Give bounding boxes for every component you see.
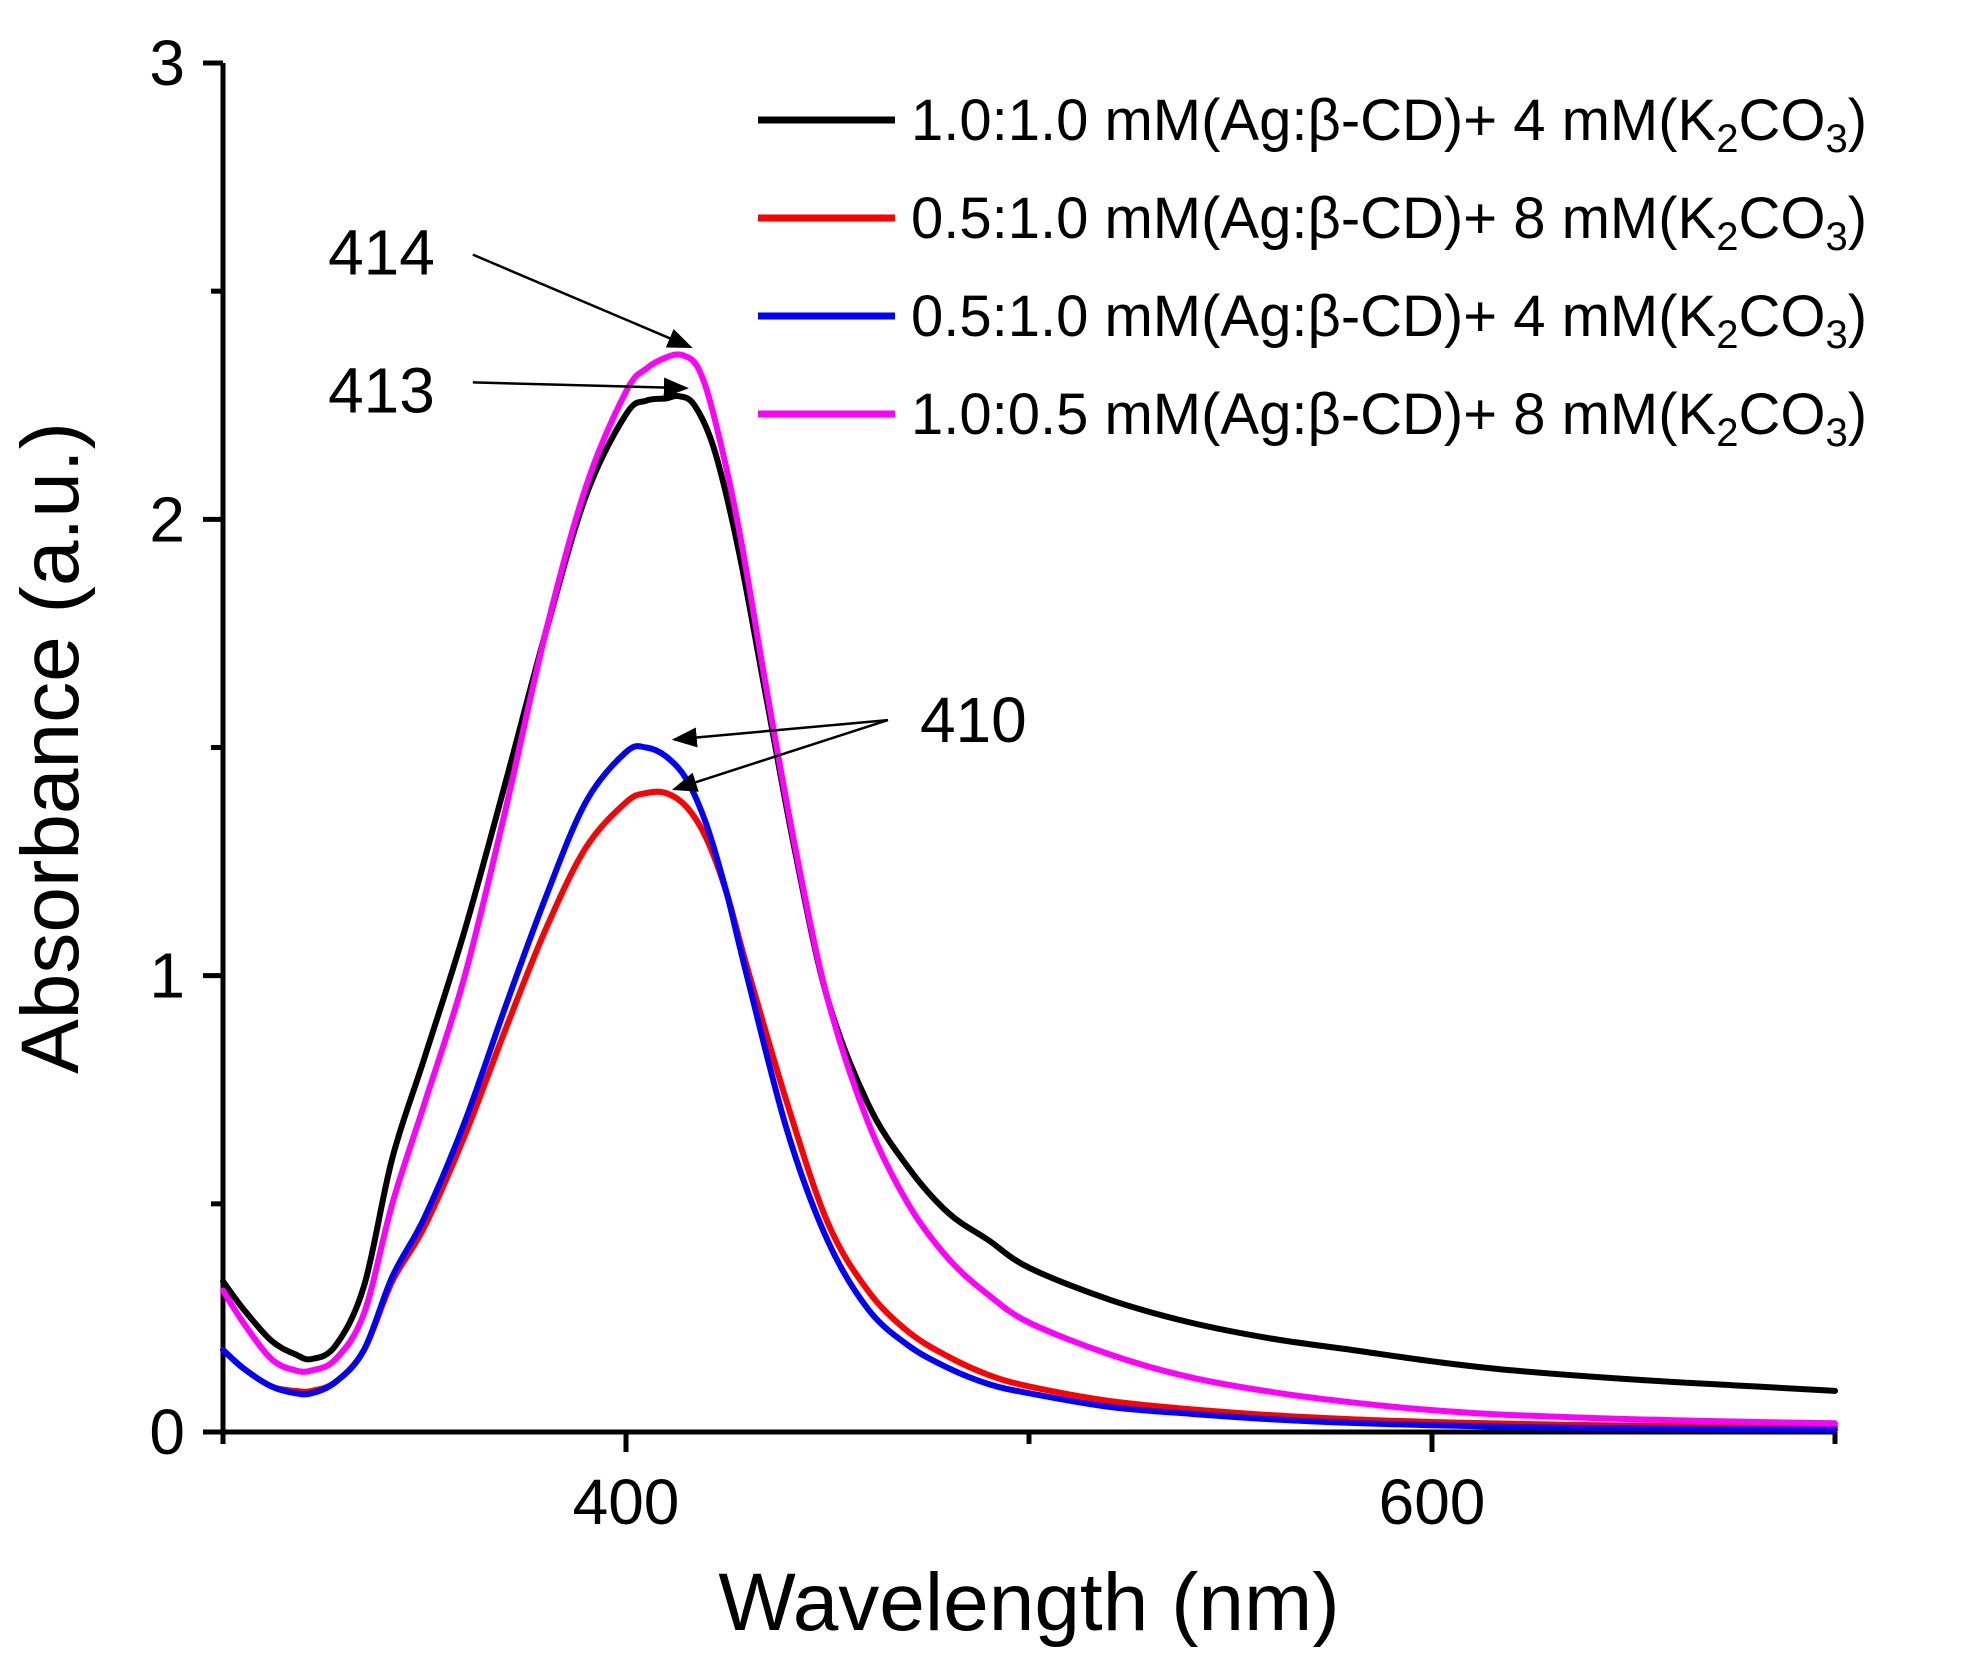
series-line-0 xyxy=(220,392,1838,1394)
legend-entry-1: 0.5:1.0 mM(Ag:β-CD)+ 8 mM(K2CO3) xyxy=(758,186,1867,259)
y-axis-title: Absorbance (a.u.) xyxy=(5,422,96,1074)
x-tick-label: 600 xyxy=(1379,1466,1486,1538)
legend-entry-0: 1.0:1.0 mM(Ag:β-CD)+ 4 mM(K2CO3) xyxy=(758,88,1867,161)
y-tick-label: 0 xyxy=(149,1396,185,1468)
legend: 1.0:1.0 mM(Ag:β-CD)+ 4 mM(K2CO3) 0.5:1.0… xyxy=(758,88,1867,455)
x-axis-title: Wavelength (nm) xyxy=(718,1557,1339,1648)
annotation-arrow xyxy=(472,253,693,349)
annotations: 414 413 410 xyxy=(328,217,1027,792)
legend-entry-3: 1.0:0.5 mM(Ag:β-CD)+ 8 mM(K2CO3) xyxy=(758,382,1867,455)
x-tick-label: 400 xyxy=(573,1466,680,1538)
annotation-arrow xyxy=(671,718,889,792)
series-line-3 xyxy=(220,351,1838,1427)
legend-label-3: 1.0:0.5 mM(Ag:β-CD)+ 8 mM(K2CO3) xyxy=(911,382,1867,455)
annotation-arrow xyxy=(671,718,889,748)
legend-label-0: 1.0:1.0 mM(Ag:β-CD)+ 4 mM(K2CO3) xyxy=(911,88,1867,161)
legend-entry-2: 0.5:1.0 mM(Ag:β-CD)+ 4 mM(K2CO3) xyxy=(758,284,1867,357)
legend-label-1: 0.5:1.0 mM(Ag:β-CD)+ 8 mM(K2CO3) xyxy=(911,186,1867,259)
y-tick-label: 1 xyxy=(149,940,185,1012)
y-tick-label: 3 xyxy=(149,27,185,99)
series-line-2 xyxy=(220,743,1838,1433)
y-tick-label: 2 xyxy=(149,483,185,555)
legend-label-2: 0.5:1.0 mM(Ag:β-CD)+ 4 mM(K2CO3) xyxy=(911,284,1867,357)
annotation-arrow xyxy=(472,377,689,398)
axis-ticks: 0 1 2 3 400 600 xyxy=(149,27,1838,1538)
annotation-label-413: 413 xyxy=(328,354,435,426)
series-lines xyxy=(220,351,1838,1433)
annotation-label-410: 410 xyxy=(920,684,1027,756)
annotation-label-414: 414 xyxy=(328,217,435,289)
series-line-1 xyxy=(220,788,1838,1430)
